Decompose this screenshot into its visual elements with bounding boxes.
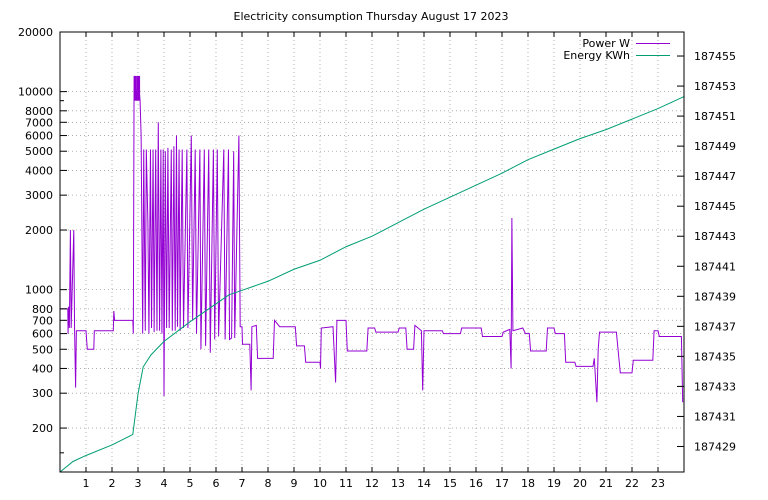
series-energy-line xyxy=(59,96,685,473)
x-tick-label: 23 xyxy=(651,477,665,490)
power-peak-band xyxy=(138,75,141,101)
power-peak-band xyxy=(134,75,137,101)
x-tick-label: 4 xyxy=(161,477,168,490)
y-left-tick-label: 400 xyxy=(32,362,53,375)
series-power-line xyxy=(60,75,684,403)
x-tick-label: 1 xyxy=(83,477,90,490)
power-peak-band xyxy=(136,75,138,101)
legend: Power W Energy KWh xyxy=(563,37,670,62)
x-tick-label: 17 xyxy=(495,477,509,490)
y-left-tick-label: 2000 xyxy=(25,224,53,237)
series-layer xyxy=(59,75,685,473)
y-left-tick-label: 800 xyxy=(32,303,53,316)
x-tick-label: 7 xyxy=(239,477,246,490)
y-right-tick-label: 187431 xyxy=(694,410,736,423)
x-tick-label: 11 xyxy=(339,477,353,490)
y-left-tick-label: 500 xyxy=(32,343,53,356)
y-left-tick-label: 6000 xyxy=(25,130,53,143)
x-tick-label: 20 xyxy=(573,477,587,490)
x-tick-label: 3 xyxy=(135,477,142,490)
y-right-tick-label: 187447 xyxy=(694,170,736,183)
x-tick-label: 8 xyxy=(265,477,272,490)
x-tick-label: 5 xyxy=(187,477,194,490)
y-right-tick-label: 187443 xyxy=(694,230,736,243)
x-tick-label: 15 xyxy=(443,477,457,490)
y-left-tick-label: 600 xyxy=(32,328,53,341)
y-left-tick-label: 700 xyxy=(32,314,53,327)
x-tick-label: 21 xyxy=(599,477,613,490)
y-left-tick-label: 10000 xyxy=(18,86,53,99)
y-right-tick-label: 187437 xyxy=(694,320,736,333)
y-right-tick-label: 187451 xyxy=(694,110,736,123)
x-tick-label: 9 xyxy=(291,477,298,490)
legend-label-energy: Energy KWh xyxy=(563,49,630,62)
y-left-tick-label: 200 xyxy=(32,422,53,435)
y-left-tick-label: 3000 xyxy=(25,189,53,202)
y-left-tick-label: 1000 xyxy=(25,284,53,297)
y-left-tick-label: 5000 xyxy=(25,145,53,158)
y-right-tick-label: 187433 xyxy=(694,380,736,393)
x-tick-label: 14 xyxy=(417,477,431,490)
y-right-tick-label: 187429 xyxy=(694,440,736,453)
x-tick-label: 10 xyxy=(313,477,327,490)
y-right-tick-label: 187441 xyxy=(694,260,736,273)
y-left-tick-label: 7000 xyxy=(25,116,53,129)
y-right-tick-label: 187449 xyxy=(694,140,736,153)
y-right-tick-label: 187453 xyxy=(694,80,736,93)
x-tick-label: 19 xyxy=(547,477,561,490)
y-right-tick-label: 187439 xyxy=(694,290,736,303)
y-left-tick-label: 300 xyxy=(32,387,53,400)
x-tick-label: 16 xyxy=(469,477,483,490)
x-tick-label: 2 xyxy=(109,477,116,490)
y-left-tick-label: 8000 xyxy=(25,105,53,118)
y-left-tick-label: 20000 xyxy=(18,26,53,39)
y-right-tick-label: 187435 xyxy=(694,350,736,363)
x-tick-label: 22 xyxy=(625,477,639,490)
axes: 1 2 3 4 5 6 7 8 9 10 11 12 13 14 15 16 17 18 19 20 21 22 23200… xyxy=(18,26,736,490)
x-tick-label: 18 xyxy=(521,477,535,490)
y-right-tick-label: 187455 xyxy=(694,50,736,63)
chart-title: Electricity consumption Thursday August … xyxy=(234,10,509,23)
x-tick-label: 6 xyxy=(213,477,220,490)
y-right-tick-label: 187445 xyxy=(694,200,736,213)
x-tick-label: 12 xyxy=(365,477,379,490)
x-tick-label: 13 xyxy=(391,477,405,490)
y-left-tick-label: 4000 xyxy=(25,164,53,177)
legend-label-power: Power W xyxy=(582,37,630,50)
